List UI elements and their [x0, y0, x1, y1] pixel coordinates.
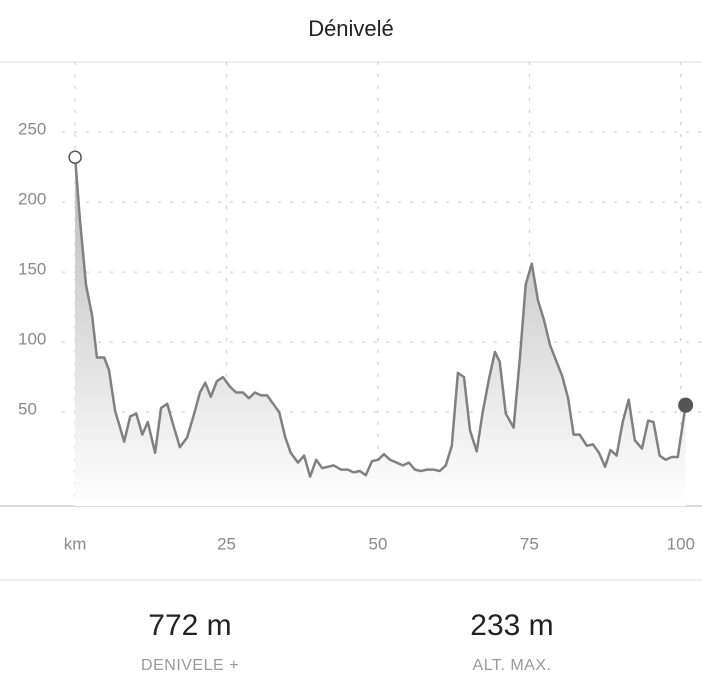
stat-label: ALT. MAX.	[473, 657, 552, 674]
chart-title: Dénivelé	[308, 16, 394, 41]
x-tick-label: 50	[368, 534, 387, 553]
stat-value: 233 m	[470, 609, 553, 642]
y-tick-label: 150	[18, 260, 46, 279]
x-tick-label: 100	[667, 534, 695, 553]
x-tick-label: 75	[520, 534, 539, 553]
area	[75, 157, 686, 506]
end-marker	[678, 397, 694, 413]
y-tick-label: 50	[18, 400, 37, 419]
start-marker	[68, 150, 82, 164]
y-tick-label: 250	[18, 120, 46, 139]
x-tick-label: 25	[217, 534, 236, 553]
y-tick-label: 200	[18, 190, 46, 209]
stat-label: DENIVELE +	[141, 657, 239, 674]
line	[73, 157, 687, 478]
x-tick-label: km	[64, 534, 87, 553]
stat-value: 772 m	[148, 609, 231, 642]
y-tick-label: 100	[18, 330, 46, 349]
